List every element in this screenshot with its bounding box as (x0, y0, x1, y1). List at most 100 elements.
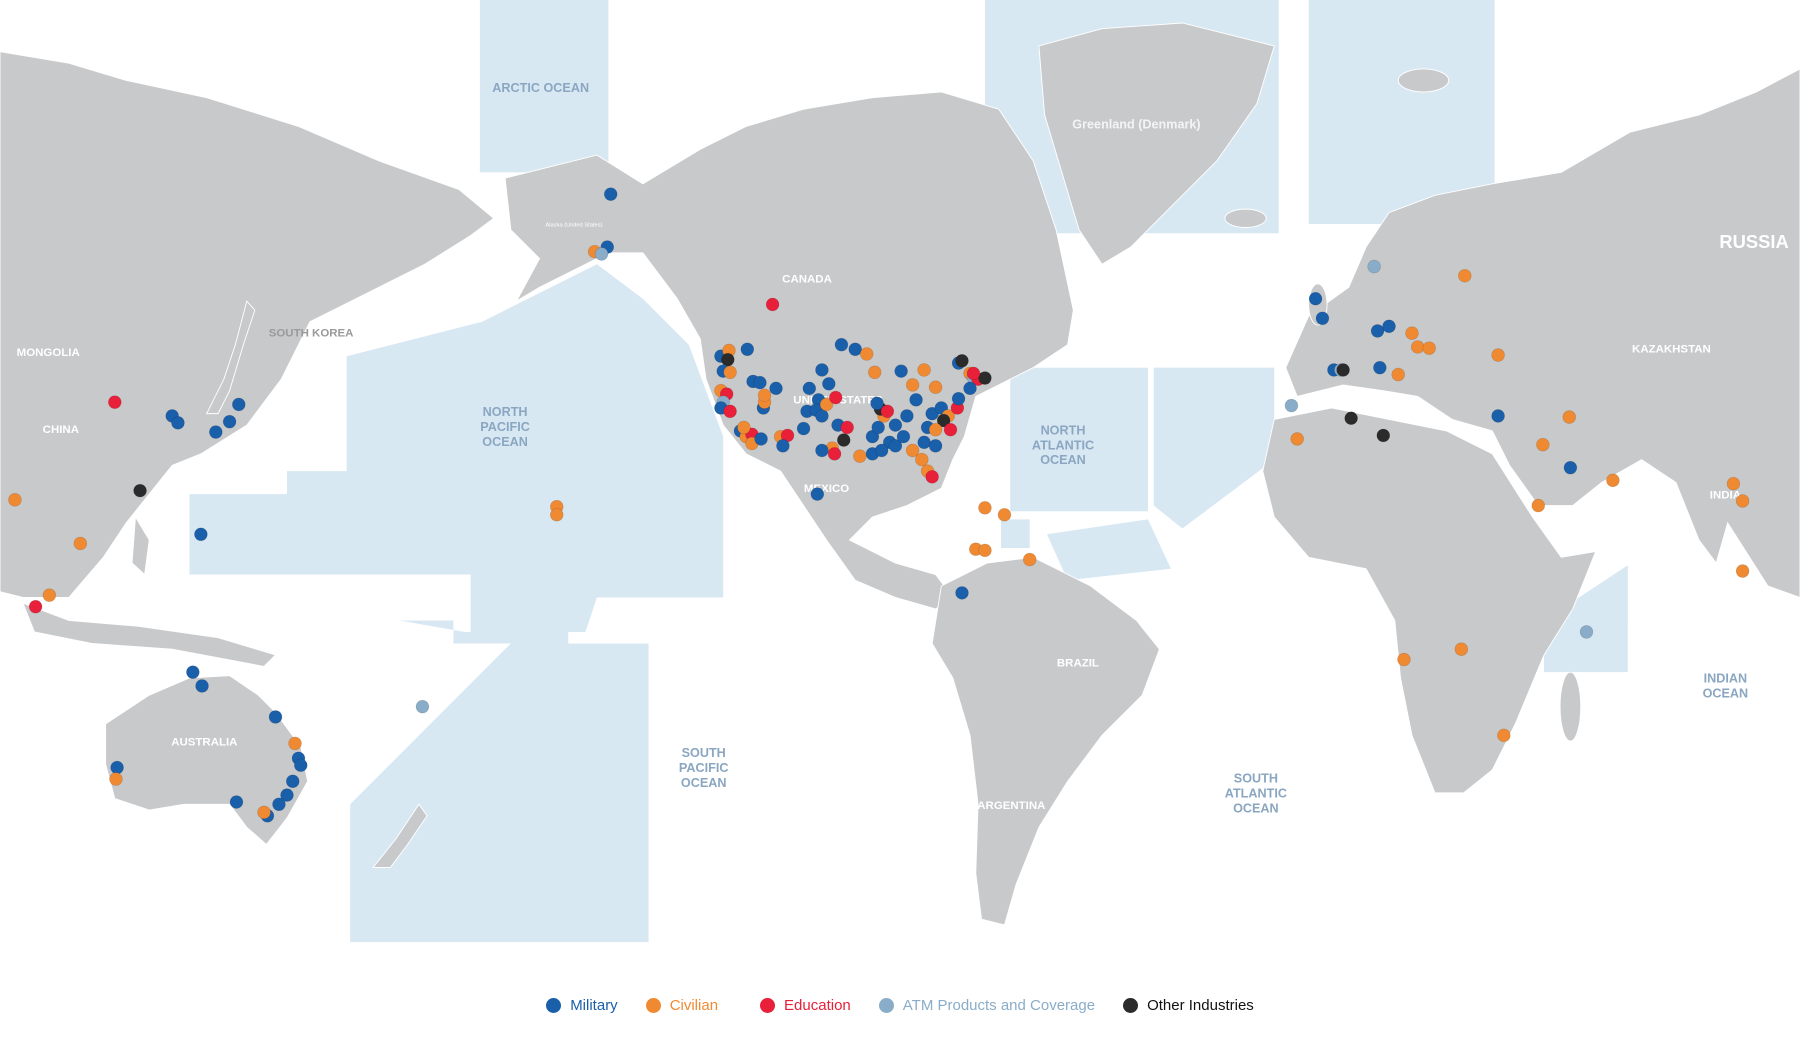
military-location-marker[interactable] (963, 381, 977, 396)
military-location-marker[interactable] (917, 435, 931, 450)
military-location-marker[interactable] (848, 342, 863, 357)
military-location-marker[interactable] (1563, 460, 1578, 475)
military-location-marker[interactable] (186, 665, 200, 679)
education-location-marker[interactable] (966, 366, 981, 381)
civilian-location-marker[interactable] (257, 805, 271, 820)
civilian-location-marker[interactable] (928, 422, 943, 437)
military-location-marker[interactable] (900, 409, 914, 423)
military-location-marker[interactable] (769, 381, 783, 396)
military-location-marker[interactable] (796, 421, 811, 436)
education-location-marker[interactable] (108, 395, 122, 409)
military-location-marker[interactable] (209, 425, 223, 439)
education-location-marker[interactable] (943, 422, 958, 437)
civilian-location-marker[interactable] (917, 363, 931, 377)
civilian-location-marker[interactable] (42, 588, 57, 602)
legend-item-other[interactable]: Other Industries (1123, 997, 1254, 1014)
military-location-marker[interactable] (871, 420, 885, 435)
civilian-location-marker[interactable] (723, 365, 737, 380)
civilian-location-marker[interactable] (1454, 642, 1469, 656)
civilian-location-marker[interactable] (978, 501, 992, 515)
other-location-marker[interactable] (1344, 411, 1358, 426)
military-location-marker[interactable] (1382, 319, 1396, 334)
civilian-location-marker[interactable] (1422, 341, 1436, 355)
military-location-marker[interactable] (280, 788, 294, 802)
other-location-marker[interactable] (133, 483, 147, 498)
military-location-marker[interactable] (229, 795, 244, 809)
atm-location-marker[interactable] (1579, 625, 1594, 639)
civilian-location-marker[interactable] (905, 378, 920, 392)
legend-item-atm[interactable]: ATM Products and Coverage (878, 997, 1095, 1014)
legend-item-military[interactable]: Military (546, 997, 618, 1014)
civilian-location-marker[interactable] (1726, 476, 1741, 491)
military-location-marker[interactable] (1308, 291, 1323, 306)
civilian-location-marker[interactable] (905, 443, 920, 458)
other-location-marker[interactable] (978, 371, 992, 385)
military-location-marker[interactable] (776, 439, 790, 453)
civilian-location-marker[interactable] (1497, 728, 1511, 743)
civilian-location-marker[interactable] (853, 449, 867, 463)
education-location-marker[interactable] (925, 470, 939, 484)
military-location-marker[interactable] (195, 679, 209, 693)
civilian-location-marker[interactable] (997, 507, 1012, 522)
military-location-marker[interactable] (955, 586, 969, 600)
civilian-location-marker[interactable] (1606, 473, 1620, 488)
military-location-marker[interactable] (194, 527, 208, 542)
civilian-location-marker[interactable] (1735, 494, 1750, 508)
military-location-marker[interactable] (896, 429, 911, 444)
military-location-marker[interactable] (285, 774, 300, 789)
military-location-marker[interactable] (888, 418, 903, 432)
civilian-location-marker[interactable] (109, 772, 123, 786)
civilian-location-marker[interactable] (1491, 348, 1505, 362)
civilian-location-marker[interactable] (915, 452, 929, 467)
education-location-marker[interactable] (828, 390, 843, 405)
military-location-marker[interactable] (110, 760, 124, 775)
military-location-marker[interactable] (874, 443, 889, 458)
civilian-location-marker[interactable] (757, 388, 772, 403)
military-location-marker[interactable] (603, 187, 618, 201)
civilian-location-marker[interactable] (1562, 410, 1577, 424)
civilian-location-marker[interactable] (1536, 437, 1550, 452)
military-location-marker[interactable] (754, 432, 768, 446)
military-location-marker[interactable] (1315, 311, 1330, 326)
civilian-location-marker[interactable] (1397, 652, 1411, 667)
civilian-location-marker[interactable] (1022, 552, 1037, 567)
civilian-location-marker[interactable] (978, 543, 992, 558)
military-location-marker[interactable] (802, 381, 817, 396)
military-location-marker[interactable] (815, 409, 829, 423)
military-location-marker[interactable] (268, 710, 283, 724)
civilian-location-marker[interactable] (288, 736, 302, 751)
military-location-marker[interactable] (822, 376, 836, 391)
military-location-marker[interactable] (1491, 409, 1505, 423)
civilian-location-marker[interactable] (859, 347, 874, 361)
civilian-location-marker[interactable] (1410, 340, 1425, 354)
other-location-marker[interactable] (836, 433, 851, 447)
civilian-location-marker[interactable] (737, 420, 751, 435)
legend-item-civilian[interactable]: Civilian (645, 997, 718, 1014)
military-location-marker[interactable] (753, 375, 767, 390)
military-location-marker[interactable] (888, 439, 903, 453)
military-location-marker[interactable] (894, 364, 908, 378)
military-location-marker[interactable] (1370, 324, 1385, 338)
other-location-marker[interactable] (1376, 428, 1391, 443)
civilian-location-marker[interactable] (867, 365, 882, 380)
military-location-marker[interactable] (171, 416, 185, 430)
education-location-marker[interactable] (28, 599, 43, 614)
education-location-marker[interactable] (880, 404, 895, 419)
other-location-marker[interactable] (721, 352, 735, 367)
military-location-marker[interactable] (815, 443, 829, 458)
education-location-marker[interactable] (765, 297, 780, 312)
civilian-location-marker[interactable] (8, 493, 22, 507)
civilian-location-marker[interactable] (1391, 367, 1405, 382)
military-location-marker[interactable] (232, 397, 246, 412)
military-location-marker[interactable] (815, 363, 829, 377)
atm-location-marker[interactable] (1284, 398, 1299, 413)
other-location-marker[interactable] (955, 354, 969, 368)
military-location-marker[interactable] (909, 393, 923, 407)
civilian-location-marker[interactable] (1458, 268, 1472, 283)
education-location-marker[interactable] (827, 447, 842, 461)
legend-item-education[interactable]: Education (760, 997, 851, 1014)
civilian-location-marker[interactable] (1290, 432, 1304, 446)
military-location-marker[interactable] (1373, 360, 1387, 375)
military-location-marker[interactable] (951, 391, 966, 406)
atm-location-marker[interactable] (415, 699, 430, 714)
